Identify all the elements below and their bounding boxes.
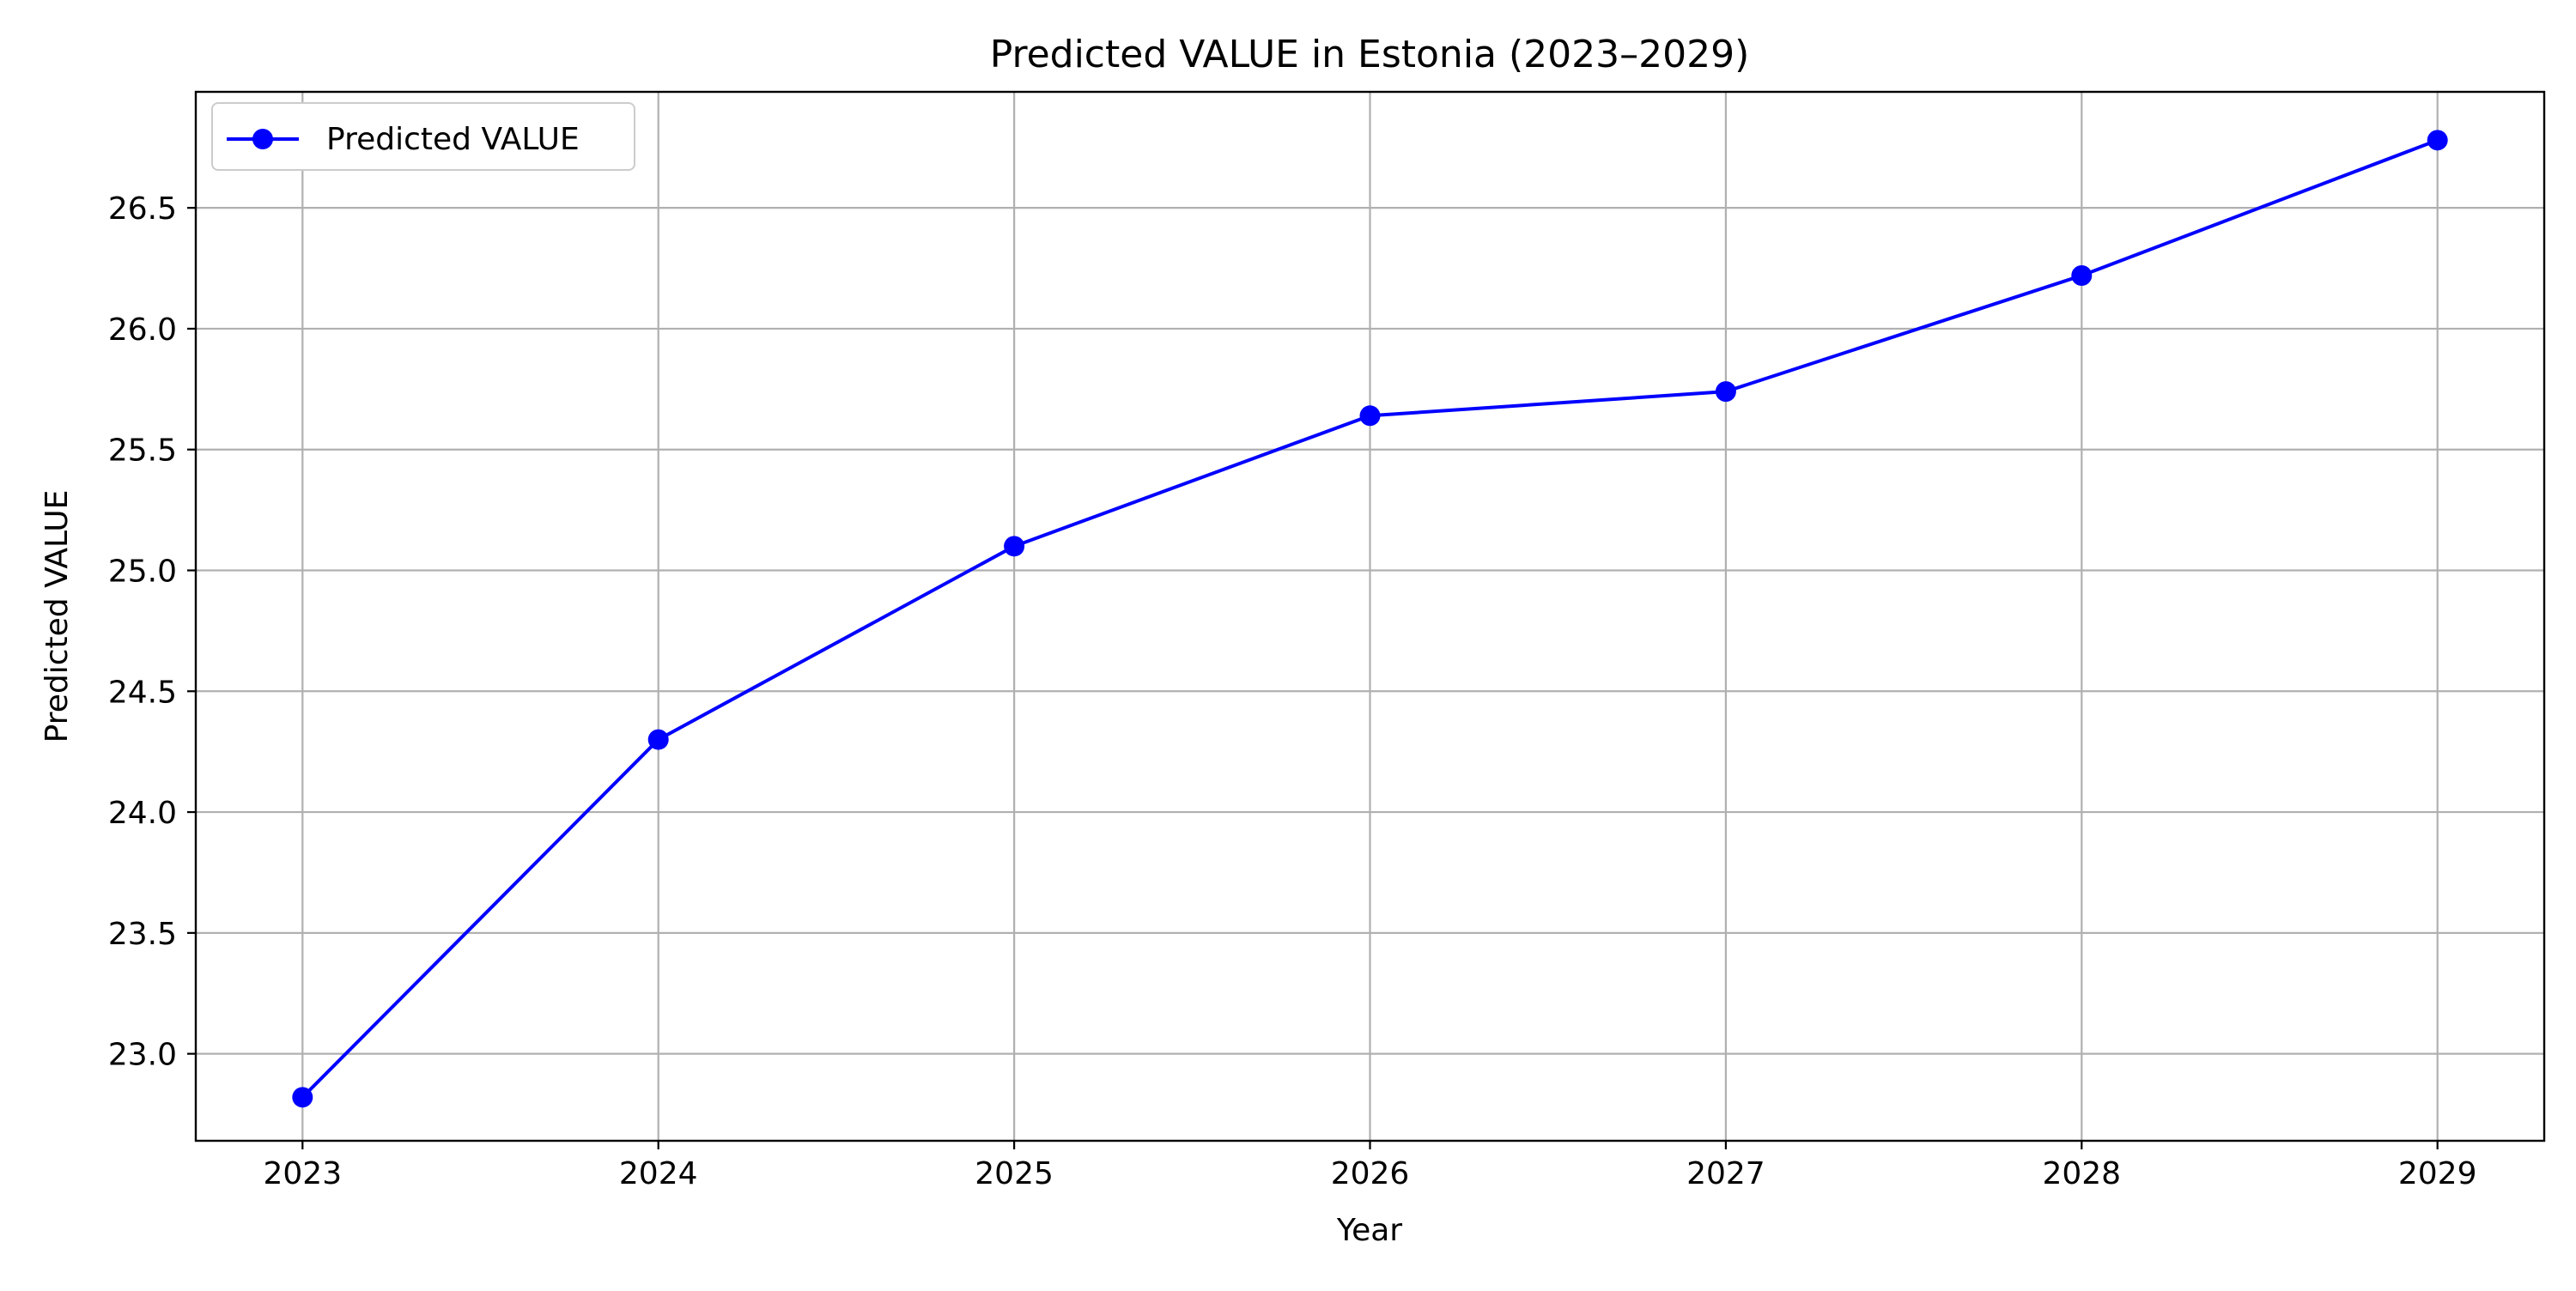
series-layer [292,130,2448,1108]
y-tick-label: 24.0 [108,796,177,831]
y-axis-label: Predicted VALUE [39,490,75,743]
data-point [1715,381,1736,403]
x-tick-label: 2023 [264,1156,343,1191]
y-tick-label: 25.0 [108,555,177,590]
y-tick-label: 25.5 [108,433,177,469]
x-axis-label: Year [1336,1213,1402,1248]
legend-box [211,102,635,171]
y-tick-label: 26.5 [108,191,177,227]
chart-title: Predicted VALUE in Estonia (2023–2029) [990,33,1750,76]
x-tick-label: 2026 [1331,1156,1410,1191]
data-point [2427,130,2448,151]
axis-ticks: 2023 2024 2025 2026 2027 2028 2029 23.0 23.5 24.0… [108,191,2477,1191]
y-tick-label: 24.5 [108,675,177,710]
x-tick-label: 2025 [975,1156,1054,1191]
data-point [292,1087,313,1108]
x-tick-label: 2027 [1686,1156,1765,1191]
y-tick-label: 23.0 [108,1038,177,1073]
x-tick-label: 2028 [2042,1156,2121,1191]
y-tick-label: 23.5 [108,917,177,952]
legend: Predicted VALUE [211,102,635,171]
data-point [647,729,669,750]
x-tick-label: 2029 [2398,1156,2477,1191]
x-tick-label: 2024 [619,1156,698,1191]
data-point [2071,264,2093,286]
data-point [1004,536,1025,557]
legend-label: Predicted VALUE [326,122,580,157]
legend-marker [252,129,273,149]
y-tick-label: 26.0 [108,312,177,348]
data-point [1359,405,1381,427]
